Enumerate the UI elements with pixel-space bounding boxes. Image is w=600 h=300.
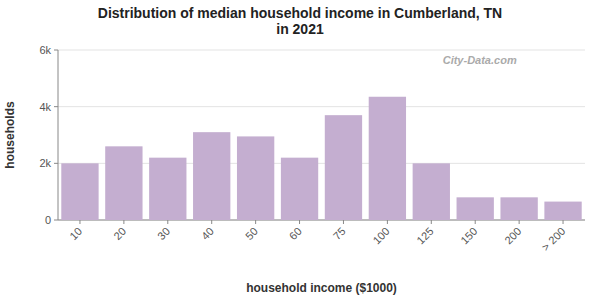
grid <box>58 50 585 220</box>
x-tick <box>387 220 388 224</box>
bar <box>500 197 537 220</box>
x-tick-label: 150 <box>458 225 479 246</box>
bar <box>193 132 230 220</box>
grid-line <box>58 50 585 51</box>
y-tick <box>54 220 58 221</box>
x-tick <box>211 220 212 224</box>
bar <box>237 136 274 220</box>
axes: 0 2k 4k 6k 10 20 30 40 50 60 75 100 125 150 200 > 200 <box>39 44 585 253</box>
x-tick <box>563 220 564 224</box>
title: Distribution of median household income … <box>98 5 502 37</box>
y-tick <box>54 106 58 107</box>
y-tick-label: 2k <box>39 157 51 169</box>
watermark: City-Data.com <box>443 54 517 66</box>
bar <box>413 163 450 220</box>
x-tick-label: 40 <box>199 225 216 242</box>
y-tick <box>54 50 58 51</box>
y-axis-line <box>58 50 59 220</box>
bar <box>325 115 362 220</box>
x-tick <box>519 220 520 224</box>
x-tick-label: 60 <box>287 225 304 242</box>
x-tick <box>299 220 300 224</box>
x-tick <box>431 220 432 224</box>
x-tick-label: 20 <box>111 225 128 242</box>
chart-container: Distribution of median household income … <box>0 0 600 300</box>
x-tick-label: > 200 <box>539 225 567 253</box>
title-line: Distribution of median household income … <box>98 5 502 21</box>
x-axis-label: household income ($1000) <box>246 281 397 295</box>
y-axis-label: households <box>3 101 17 169</box>
x-tick <box>79 220 80 224</box>
x-tick <box>475 220 476 224</box>
x-tick <box>255 220 256 224</box>
x-tick-label: 100 <box>370 225 391 246</box>
y-tick-label: 6k <box>39 44 51 56</box>
x-tick <box>167 220 168 224</box>
y-tick-label: 4k <box>39 101 51 113</box>
bar <box>369 97 406 220</box>
x-tick-label: 50 <box>243 225 260 242</box>
x-tick <box>343 220 344 224</box>
bar <box>544 202 581 220</box>
x-tick-label: 125 <box>414 225 435 246</box>
bar <box>149 158 186 220</box>
x-tick-label: 10 <box>67 225 84 242</box>
bar <box>281 158 318 220</box>
x-tick-label: 30 <box>155 225 172 242</box>
x-tick-label: 200 <box>502 225 523 246</box>
bars <box>61 97 581 220</box>
title-line: in 2021 <box>276 21 324 37</box>
bar <box>105 146 142 220</box>
bar <box>61 163 98 220</box>
bar <box>457 197 494 220</box>
x-tick <box>123 220 124 224</box>
x-tick-label: 75 <box>331 225 348 242</box>
chart: Distribution of median household income … <box>0 0 600 300</box>
y-tick-label: 0 <box>45 214 51 226</box>
grid-line <box>58 106 585 107</box>
y-tick <box>54 163 58 164</box>
